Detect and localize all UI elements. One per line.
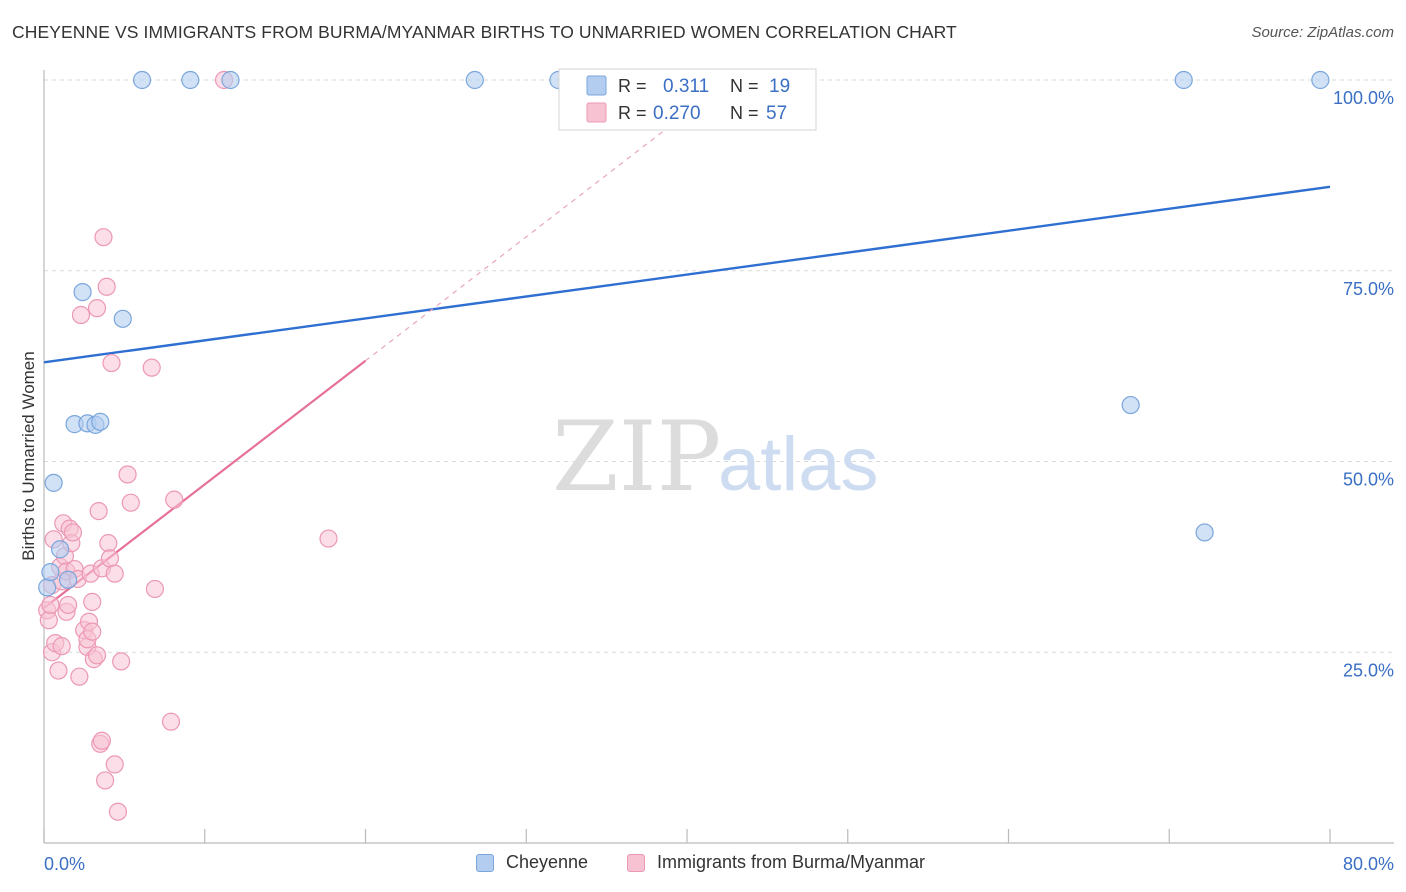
legend-label-cheyenne: Cheyenne xyxy=(506,852,589,872)
stats-legend-swatch-cheyenne xyxy=(586,75,607,96)
data-points xyxy=(38,70,1330,821)
point-burma[interactable] xyxy=(161,712,181,731)
point-burma[interactable] xyxy=(319,529,338,548)
y-tick-label: 100.0% xyxy=(1333,88,1394,108)
point-burma[interactable] xyxy=(63,523,83,542)
point-burma[interactable] xyxy=(118,465,137,484)
point-burma[interactable] xyxy=(92,731,111,750)
point-burma[interactable] xyxy=(83,622,102,641)
point-cheyenne[interactable] xyxy=(73,283,92,302)
legend-item-burma[interactable]: Immigrants from Burma/Myanmar xyxy=(627,852,925,873)
stats-r-value-cheyenne: 0.311 xyxy=(663,76,709,97)
point-burma[interactable] xyxy=(142,358,161,377)
point-cheyenne[interactable] xyxy=(38,578,57,597)
point-burma[interactable] xyxy=(121,493,140,512)
point-burma[interactable] xyxy=(52,637,71,656)
bottom-legend: Cheyenne Immigrants from Burma/Myanmar xyxy=(0,852,1406,878)
point-cheyenne[interactable] xyxy=(50,540,70,559)
point-cheyenne[interactable] xyxy=(41,563,60,582)
point-burma[interactable] xyxy=(41,595,60,615)
y-tick-label: 25.0% xyxy=(1343,660,1394,680)
point-cheyenne[interactable] xyxy=(91,412,110,431)
point-burma[interactable] xyxy=(71,305,91,325)
point-burma[interactable] xyxy=(39,611,58,630)
point-burma[interactable] xyxy=(145,579,165,599)
stats-n-value-cheyenne: 19 xyxy=(769,76,790,97)
point-burma[interactable] xyxy=(89,501,108,521)
stats-n-value-burma: 57 xyxy=(766,103,787,124)
point-burma[interactable] xyxy=(97,277,116,296)
stats-legend: R = 0.311 N = 19 R = 0.270 N = 57 xyxy=(558,68,817,131)
point-burma[interactable] xyxy=(59,595,78,615)
y-tick-label: 75.0% xyxy=(1343,279,1394,299)
point-cheyenne[interactable] xyxy=(44,473,63,492)
point-burma[interactable] xyxy=(105,564,124,583)
point-burma[interactable] xyxy=(49,661,68,680)
point-cheyenne[interactable] xyxy=(1174,70,1193,90)
point-burma[interactable] xyxy=(94,228,113,247)
point-burma[interactable] xyxy=(99,534,118,553)
point-burma[interactable] xyxy=(112,652,131,671)
point-cheyenne[interactable] xyxy=(181,70,200,90)
point-burma[interactable] xyxy=(165,490,184,509)
point-burma[interactable] xyxy=(100,549,120,568)
trend-lines xyxy=(43,106,1331,609)
x-tick-label-max: 80.0% xyxy=(1343,854,1394,874)
point-burma[interactable] xyxy=(87,646,107,665)
watermark-atlas: atlas xyxy=(718,422,879,507)
stats-n-label-burma: N = xyxy=(730,103,759,123)
legend-swatch-cheyenne xyxy=(476,853,494,872)
point-cheyenne[interactable] xyxy=(132,70,152,90)
trend-line-cheyenne xyxy=(43,185,1331,364)
gridlines xyxy=(44,79,1394,653)
stats-legend-swatch-burma xyxy=(586,102,607,123)
point-cheyenne[interactable] xyxy=(465,70,484,90)
stats-r-value-burma: 0.270 xyxy=(653,103,701,124)
y-axis-tick-labels: 25.0% 50.0% 75.0% 100.0% xyxy=(1333,88,1394,680)
y-tick-label: 50.0% xyxy=(1343,470,1394,490)
watermark-zip: ZIP xyxy=(552,401,721,513)
legend-item-cheyenne[interactable]: Cheyenne xyxy=(476,852,588,873)
point-cheyenne[interactable] xyxy=(1121,395,1140,415)
point-cheyenne[interactable] xyxy=(1311,70,1330,90)
point-burma[interactable] xyxy=(108,802,128,821)
x-tick-label-min: 0.0% xyxy=(44,854,85,874)
y-axis-label: Births to Unmarried Women xyxy=(19,351,38,560)
point-burma[interactable] xyxy=(102,353,121,373)
watermark: ZIP atlas xyxy=(552,401,879,513)
point-cheyenne[interactable] xyxy=(59,570,78,589)
point-burma[interactable] xyxy=(105,755,124,774)
trend-line-burma-extension xyxy=(365,106,696,362)
point-burma[interactable] xyxy=(70,667,89,686)
point-burma[interactable] xyxy=(95,771,115,790)
point-burma[interactable] xyxy=(87,299,107,318)
point-burma[interactable] xyxy=(83,592,102,611)
point-cheyenne[interactable] xyxy=(1195,523,1214,542)
legend-swatch-burma xyxy=(627,853,645,872)
stats-n-label-cheyenne: N = xyxy=(730,76,759,96)
point-cheyenne[interactable] xyxy=(113,309,132,328)
x-axis-ticks xyxy=(43,829,1331,843)
point-cheyenne[interactable] xyxy=(221,70,240,90)
source-credit: Source: ZipAtlas.com xyxy=(1251,24,1394,41)
stats-r-label-burma: R = xyxy=(618,103,647,123)
chart-title: CHEYENNE VS IMMIGRANTS FROM BURMA/MYANMA… xyxy=(12,22,957,42)
stats-r-label-cheyenne: R = xyxy=(618,76,647,96)
legend-label-burma: Immigrants from Burma/Myanmar xyxy=(657,852,926,872)
